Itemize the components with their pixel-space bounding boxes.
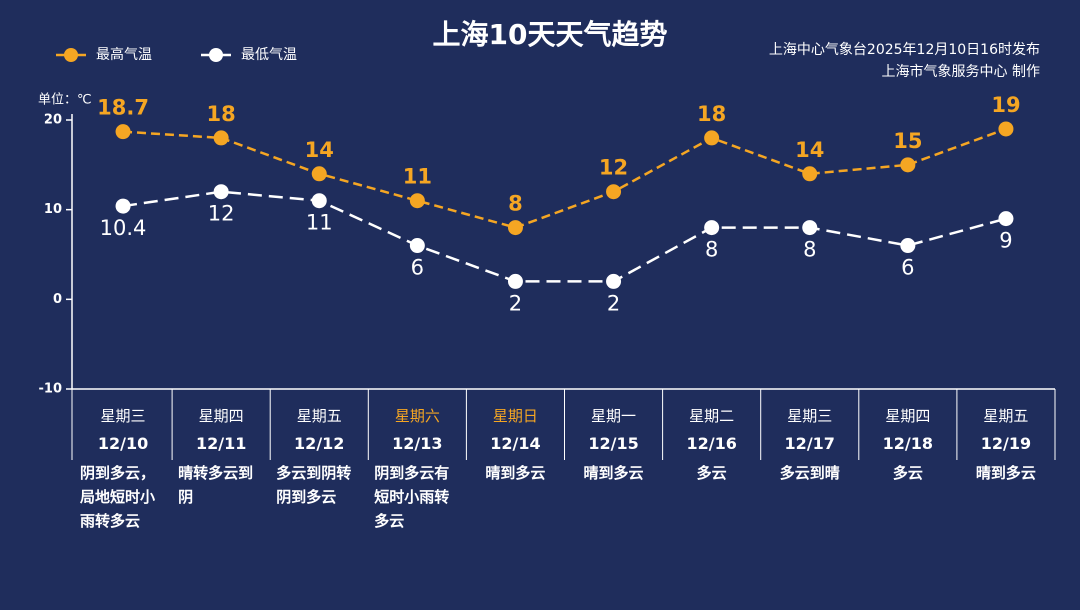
weather: 多云 [696, 464, 727, 482]
weekday: 星期三 [787, 407, 833, 425]
value-label: 19 [991, 93, 1020, 117]
value-label: 12 [599, 156, 628, 180]
value-label: 15 [893, 129, 922, 153]
weather: 阴到多云，局地短时小雨转多云 [80, 464, 156, 530]
point [115, 198, 131, 214]
value-label: 2 [607, 291, 620, 315]
point [900, 238, 916, 254]
date: 12/13 [392, 434, 443, 453]
weekday: 星期五 [983, 407, 1029, 425]
value-label: 2 [509, 291, 522, 315]
value-label: 11 [306, 211, 333, 235]
weekday: 星期四 [885, 407, 931, 425]
legend-marker [209, 48, 223, 62]
y-tick-label: 0 [53, 292, 62, 307]
chart-title: 上海10天天气趋势 [433, 18, 668, 51]
weather: 晴转多云到阴 [178, 464, 254, 506]
weather: 多云到晴 [779, 464, 840, 482]
weather: 晴到多云 [485, 464, 546, 482]
weekday: 星期四 [198, 407, 244, 425]
weather: 晴到多云 [975, 464, 1036, 482]
legend-label: 最低气温 [241, 47, 297, 63]
date: 12/18 [882, 434, 934, 453]
point [507, 273, 523, 289]
y-tick-label: 20 [44, 113, 62, 128]
date: 12/15 [588, 434, 639, 453]
point [311, 193, 327, 209]
point [115, 124, 131, 140]
value-label: 18 [697, 102, 726, 126]
legend-label: 最高气温 [96, 46, 152, 63]
weather: 阴到多云有短时小雨转多云 [374, 464, 450, 530]
date: 12/12 [294, 434, 345, 453]
point [606, 273, 622, 289]
value-label: 8 [508, 192, 523, 216]
weather: 多云 [892, 464, 923, 482]
value-label: 9 [999, 229, 1012, 253]
value-label: 12 [208, 202, 235, 226]
point [802, 166, 818, 182]
weekday: 星期五 [296, 407, 342, 425]
date: 12/11 [195, 434, 247, 453]
weekday: 星期一 [591, 407, 637, 425]
point [409, 238, 425, 254]
weekday: 星期三 [100, 407, 146, 425]
legend-marker [64, 48, 78, 62]
point [213, 130, 229, 146]
y-tick-label: -10 [39, 382, 63, 397]
value-label: 11 [403, 165, 432, 189]
source: 上海中心气象台2025年12月10日16时发布 [769, 42, 1040, 58]
weekday: 星期二 [689, 407, 735, 425]
value-label: 14 [795, 138, 824, 162]
weather: 多云到阴转阴到多云 [276, 464, 352, 506]
value-label: 18.7 [97, 96, 149, 120]
value-label: 14 [305, 138, 334, 162]
point [704, 220, 720, 236]
value-label: 6 [411, 256, 424, 280]
point [900, 157, 916, 173]
point [704, 130, 720, 146]
date: 12/17 [784, 434, 835, 453]
value-label: 8 [803, 238, 816, 262]
point [998, 121, 1014, 137]
date: 12/14 [490, 434, 541, 453]
point [213, 184, 229, 200]
point [998, 211, 1014, 227]
y-tick-label: 10 [44, 202, 62, 217]
weather: 晴到多云 [583, 464, 644, 482]
series-line [122, 190, 1007, 283]
date: 12/10 [97, 434, 149, 453]
producer: 上海市气象服务中心 制作 [882, 63, 1040, 80]
point [311, 166, 327, 182]
value-label: 10.4 [100, 216, 147, 240]
weekday: 星期六 [394, 407, 440, 425]
value-label: 18 [207, 102, 236, 126]
point [802, 220, 818, 236]
point [507, 220, 523, 236]
series-line [122, 127, 1007, 229]
weekday: 星期日 [492, 407, 538, 425]
date: 12/19 [980, 434, 1032, 453]
unit-label: 单位：℃ [38, 93, 92, 108]
point [409, 193, 425, 209]
point [606, 184, 622, 200]
date: 12/16 [686, 434, 737, 453]
value-label: 8 [705, 238, 718, 262]
value-label: 6 [901, 256, 914, 280]
